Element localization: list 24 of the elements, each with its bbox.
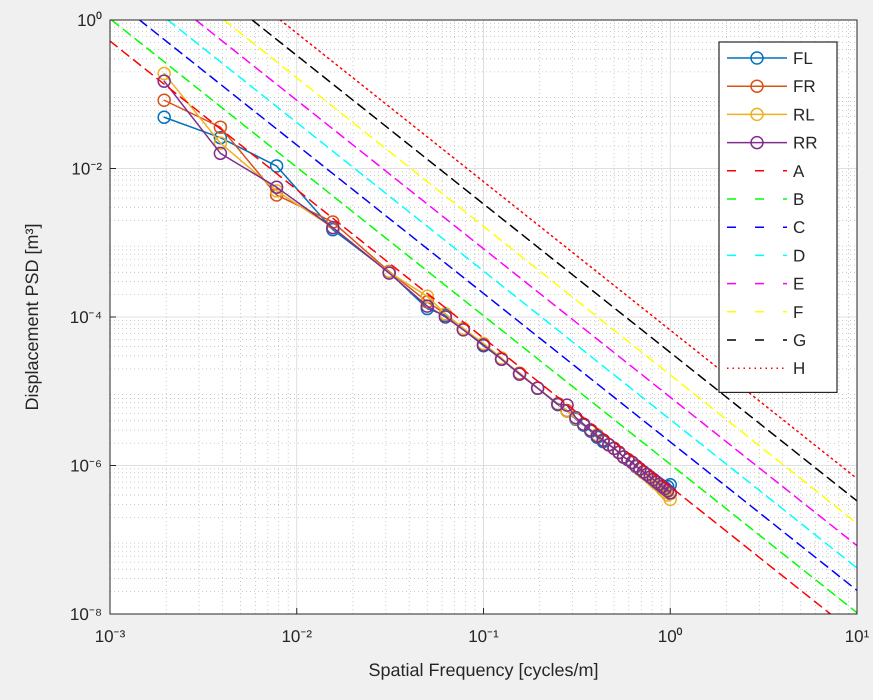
legend-label: G xyxy=(793,331,806,350)
legend-label: B xyxy=(793,190,804,209)
x-tick-label: 10⁻¹ xyxy=(468,627,500,646)
y-axis-title: Displacement PSD [m³] xyxy=(22,223,42,411)
legend-label: E xyxy=(793,274,804,294)
legend-label: FR xyxy=(793,77,816,96)
x-tick-label: 10⁰ xyxy=(658,627,683,646)
y-tick-label: 10⁻⁸ xyxy=(70,605,102,624)
legend-label: RR xyxy=(793,134,818,153)
x-tick-label: 10¹ xyxy=(844,627,870,646)
legend-label: F xyxy=(793,302,804,322)
legend-label: C xyxy=(793,218,806,238)
y-tick-label: 10⁻² xyxy=(71,160,102,178)
legend-label: A xyxy=(793,162,805,181)
x-tick-label: 10⁻² xyxy=(281,627,312,646)
x-axis-title: Spatial Frequency [cycles/m] xyxy=(368,660,599,680)
legend-label: D xyxy=(793,246,806,266)
legend-label: H xyxy=(793,359,806,378)
legend-label: RL xyxy=(793,105,815,124)
y-tick-label: 10⁻⁴ xyxy=(70,308,102,327)
y-tick-label: 10⁻⁶ xyxy=(70,456,102,476)
x-tick-label: 10⁻³ xyxy=(94,627,126,646)
y-tick-label: 10⁰ xyxy=(77,11,102,30)
legend-label: FL xyxy=(793,49,813,68)
